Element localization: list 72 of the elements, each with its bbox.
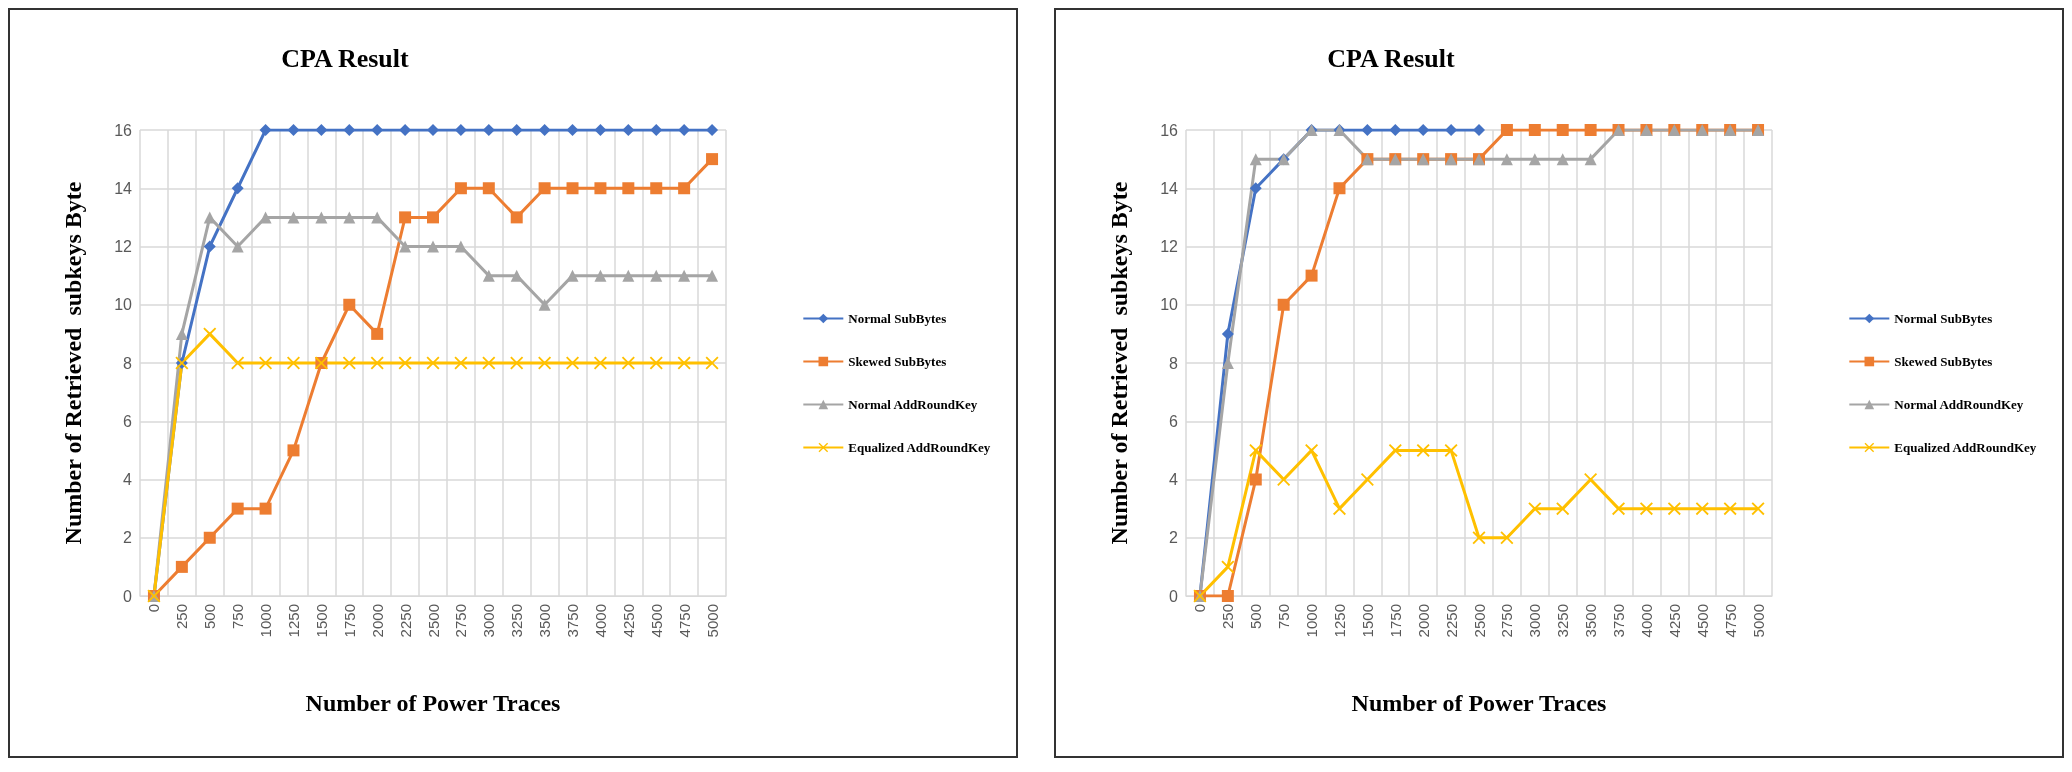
x-tick-label: 500 <box>201 604 219 630</box>
x-tick-label: 1500 <box>1358 604 1376 638</box>
x-tick-label: 1000 <box>257 604 275 638</box>
y-tick-label: 16 <box>1160 121 1179 139</box>
y-tick-label: 10 <box>114 296 133 314</box>
x-tick-label: 4500 <box>647 604 665 638</box>
x-tick-label: 4000 <box>1637 604 1655 638</box>
x-tick-label: 2750 <box>1498 604 1516 638</box>
legend-label: Equalized AddRoundKey <box>848 440 991 455</box>
legend-label: Normal AddRoundKey <box>1894 397 2024 412</box>
x-tick-label: 2500 <box>424 604 442 638</box>
x-tick-label: 2000 <box>1414 604 1432 638</box>
x-tick-label: 1750 <box>340 604 358 638</box>
y-tick-label: 12 <box>114 238 133 255</box>
x-tick-label: 1500 <box>312 604 330 638</box>
x-tick-label: 5000 <box>703 604 721 638</box>
x-tick-label: 4250 <box>1665 604 1683 638</box>
y-tick-label: 2 <box>123 529 133 547</box>
y-tick-label: 6 <box>123 412 133 430</box>
x-tick-label: 4500 <box>1693 604 1711 638</box>
x-tick-label: 3500 <box>1582 604 1600 638</box>
legend-label: Skewed SubBytes <box>848 354 947 369</box>
x-tick-label: 250 <box>1219 604 1237 630</box>
y-tick-label: 8 <box>1169 354 1179 372</box>
x-tick-label: 0 <box>145 604 163 613</box>
x-tick-label: 4750 <box>1721 604 1739 638</box>
y-tick-label: 14 <box>1160 179 1179 197</box>
x-tick-label: 3250 <box>1554 604 1572 638</box>
x-tick-label: 750 <box>229 604 247 630</box>
x-tick-label: 0 <box>1191 604 1209 613</box>
y-tick-label: 12 <box>1160 238 1179 255</box>
x-tick-label: 5000 <box>1749 604 1767 638</box>
y-tick-label: 2 <box>1169 529 1179 547</box>
x-tick-label: 500 <box>1247 604 1265 630</box>
y-axis-title: Number of Retrieved subkeys Byte <box>1106 181 1132 545</box>
y-tick-label: 10 <box>1160 296 1179 314</box>
y-tick-label: 4 <box>1169 471 1179 488</box>
x-tick-label: 1750 <box>1386 604 1404 638</box>
x-axis-title: Number of Power Traces <box>1351 690 1607 716</box>
x-tick-label: 3750 <box>564 604 582 638</box>
x-tick-label: 3750 <box>1610 604 1628 638</box>
x-tick-label: 4750 <box>675 604 693 638</box>
x-tick-label: 4000 <box>591 604 609 638</box>
x-tick-label: 2750 <box>452 604 470 638</box>
x-tick-label: 1000 <box>1303 604 1321 638</box>
y-tick-label: 8 <box>123 354 133 372</box>
y-axis-title: Number of Retrieved subkeys Byte <box>60 181 86 545</box>
y-tick-label: 16 <box>114 121 133 139</box>
legend-label: Normal SubBytes <box>848 311 947 326</box>
x-axis-title: Number of Power Traces <box>305 690 561 716</box>
legend-label: Normal SubBytes <box>1894 311 1993 326</box>
y-tick-label: 4 <box>123 471 133 488</box>
x-tick-label: 2250 <box>396 604 414 638</box>
x-tick-label: 3000 <box>480 604 498 638</box>
x-tick-label: 750 <box>1275 604 1293 630</box>
x-tick-label: 3500 <box>536 604 554 638</box>
y-tick-label: 14 <box>114 179 133 197</box>
x-tick-label: 3250 <box>508 604 526 638</box>
legend-label: Skewed SubBytes <box>1894 354 1993 369</box>
legend-label: Equalized AddRoundKey <box>1894 440 2037 455</box>
x-tick-label: 2500 <box>1470 604 1488 638</box>
chart-title: CPA Result <box>1327 43 1456 73</box>
x-tick-label: 250 <box>173 604 191 630</box>
chart-title: CPA Result <box>281 43 410 73</box>
x-tick-label: 2250 <box>1442 604 1460 638</box>
y-tick-label: 6 <box>1169 412 1179 430</box>
legend-label: Normal AddRoundKey <box>848 397 978 412</box>
x-tick-label: 2000 <box>368 604 386 638</box>
x-tick-label: 3000 <box>1526 604 1544 638</box>
x-tick-label: 1250 <box>284 604 302 638</box>
x-tick-label: 1250 <box>1330 604 1348 638</box>
x-tick-label: 4250 <box>619 604 637 638</box>
